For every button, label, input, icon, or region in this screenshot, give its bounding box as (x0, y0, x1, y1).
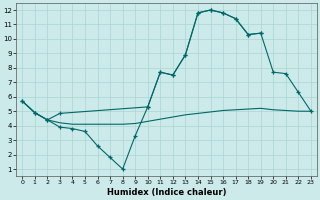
X-axis label: Humidex (Indice chaleur): Humidex (Indice chaleur) (107, 188, 226, 197)
